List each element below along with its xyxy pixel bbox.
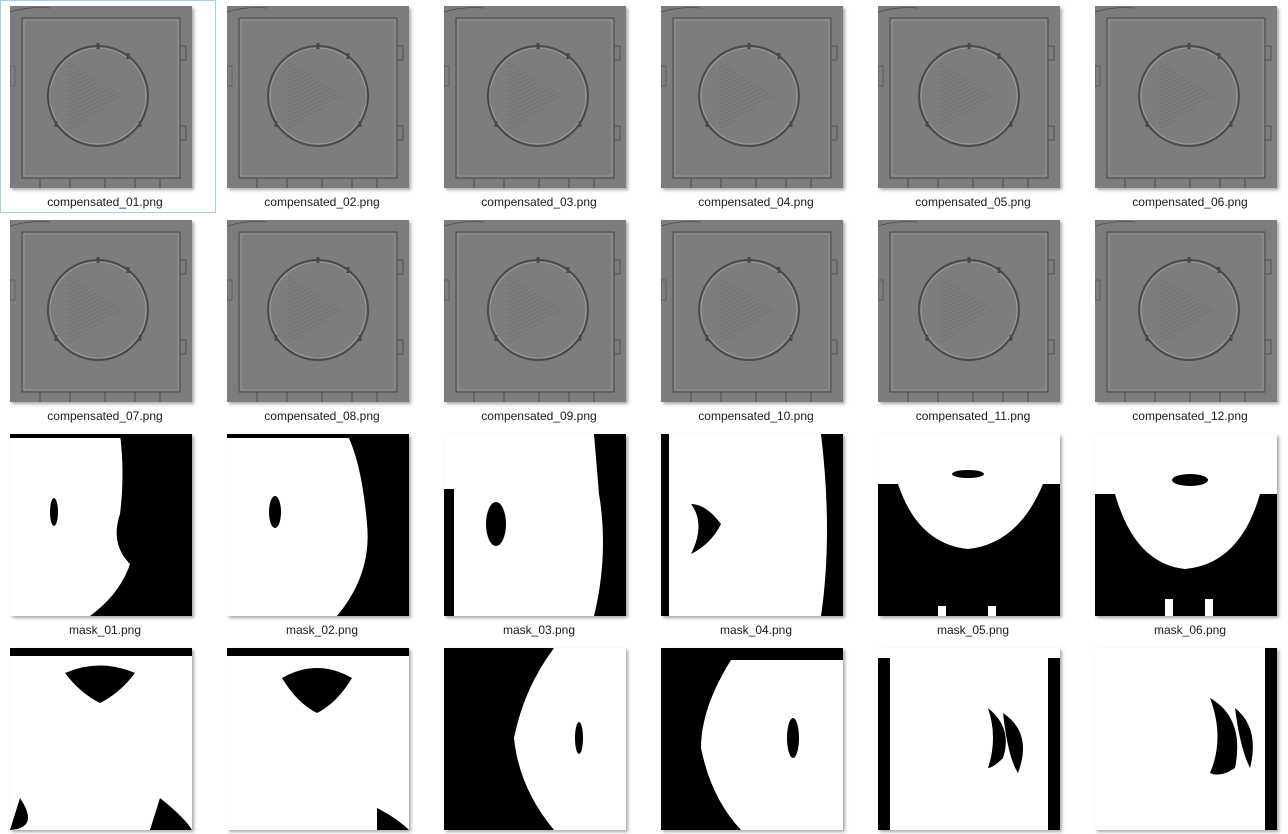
file-name-label: compensated_01.png <box>47 195 163 209</box>
file-name-label: mask_02.png <box>285 623 359 637</box>
file-name-label: compensated_02.png <box>264 195 380 209</box>
file-thumbnail[interactable] <box>1085 642 1288 834</box>
mask-image-preview <box>10 434 192 616</box>
file-thumbnail[interactable]: mask_05.png <box>868 428 1084 641</box>
compensated-image-preview <box>444 6 626 188</box>
compensated-image-preview <box>444 220 626 402</box>
file-thumbnail[interactable]: compensated_01.png <box>0 0 216 213</box>
file-name-label: compensated_08.png <box>264 409 380 423</box>
mask-image-preview <box>444 434 626 616</box>
file-name-label: mask_04.png <box>719 623 793 637</box>
file-thumbnail[interactable]: compensated_10.png <box>651 214 867 427</box>
file-thumbnail[interactable]: mask_01.png <box>0 428 216 641</box>
file-name-label: compensated_06.png <box>1132 195 1248 209</box>
compensated-image-preview <box>661 220 843 402</box>
file-thumbnail[interactable] <box>868 642 1084 834</box>
file-name-label: compensated_09.png <box>481 409 597 423</box>
mask-image-preview <box>227 648 409 830</box>
file-thumbnail[interactable]: compensated_12.png <box>1085 214 1288 427</box>
file-thumbnail[interactable] <box>434 642 650 834</box>
file-thumbnail[interactable] <box>0 642 216 834</box>
file-name-label: compensated_05.png <box>915 195 1031 209</box>
mask-image-preview <box>227 434 409 616</box>
mask-image-preview <box>878 434 1060 616</box>
compensated-image-preview <box>1095 220 1277 402</box>
file-thumbnail[interactable]: mask_04.png <box>651 428 867 641</box>
file-name-label: compensated_12.png <box>1132 409 1248 423</box>
compensated-image-preview <box>661 6 843 188</box>
file-name-label: compensated_11.png <box>915 409 1031 423</box>
file-thumbnail[interactable]: compensated_03.png <box>434 0 650 213</box>
compensated-image-preview <box>10 6 192 188</box>
file-thumbnail[interactable]: mask_02.png <box>217 428 433 641</box>
file-name-label: mask_01.png <box>68 623 142 637</box>
file-thumbnail[interactable]: compensated_08.png <box>217 214 433 427</box>
mask-image-preview <box>10 648 192 830</box>
file-thumbnail[interactable]: compensated_04.png <box>651 0 867 213</box>
file-thumbnail[interactable]: mask_03.png <box>434 428 650 641</box>
file-thumbnail[interactable] <box>217 642 433 834</box>
file-thumbnail[interactable]: compensated_11.png <box>868 214 1084 427</box>
compensated-image-preview <box>227 220 409 402</box>
compensated-image-preview <box>1095 6 1277 188</box>
mask-image-preview <box>661 648 843 830</box>
mask-image-preview <box>661 434 843 616</box>
file-name-label: compensated_07.png <box>47 409 163 423</box>
compensated-image-preview <box>878 6 1060 188</box>
file-thumbnail[interactable]: compensated_05.png <box>868 0 1084 213</box>
file-name-label: mask_05.png <box>936 623 1010 637</box>
file-name-label: compensated_10.png <box>698 409 814 423</box>
file-name-label: mask_06.png <box>1153 623 1227 637</box>
file-name-label: mask_03.png <box>502 623 576 637</box>
file-thumbnail[interactable]: mask_06.png <box>1085 428 1288 641</box>
mask-image-preview <box>878 648 1060 830</box>
file-name-label: compensated_03.png <box>481 195 597 209</box>
compensated-image-preview <box>10 220 192 402</box>
file-thumbnail[interactable]: compensated_06.png <box>1085 0 1288 213</box>
file-thumbnail[interactable]: compensated_02.png <box>217 0 433 213</box>
mask-image-preview <box>1095 648 1277 830</box>
file-thumbnail[interactable]: compensated_09.png <box>434 214 650 427</box>
file-thumbnail[interactable]: compensated_07.png <box>0 214 216 427</box>
mask-image-preview <box>444 648 626 830</box>
mask-image-preview <box>1095 434 1277 616</box>
compensated-image-preview <box>878 220 1060 402</box>
compensated-image-preview <box>227 6 409 188</box>
file-name-label: compensated_04.png <box>698 195 814 209</box>
file-thumbnail[interactable] <box>651 642 867 834</box>
